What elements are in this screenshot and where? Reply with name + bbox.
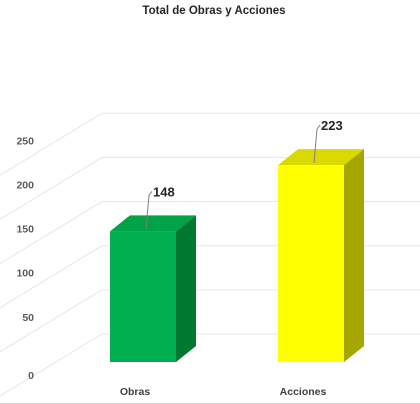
leader-line	[313, 124, 321, 164]
bar-top	[278, 149, 364, 166]
gridline	[0, 112, 420, 176]
y-tick-label: 0	[28, 370, 34, 382]
chart-title: Total de Obras y Acciones	[142, 5, 285, 17]
y-tick-label: 100	[16, 268, 34, 280]
y-tick-label: 200	[16, 179, 34, 191]
bar-front	[278, 165, 344, 362]
gridline	[0, 156, 420, 220]
data-label: 223	[321, 118, 343, 133]
bar-top	[110, 215, 196, 232]
y-tick-label: 50	[22, 312, 34, 324]
y-tick-label: 150	[16, 224, 34, 236]
category-label: Acciones	[280, 386, 327, 398]
bar-acciones	[278, 149, 364, 362]
y-tick-label: 250	[16, 135, 34, 147]
data-label: 148	[153, 184, 175, 199]
data-labels: 148 223	[145, 118, 343, 230]
bar-side	[176, 215, 196, 362]
gridline	[0, 201, 420, 264]
bars	[110, 149, 364, 362]
y-axis-ticks: 0 50 100 150 200 250	[16, 135, 34, 382]
bar-side	[344, 149, 364, 362]
bar-front	[110, 231, 176, 362]
bar-obras	[110, 215, 196, 362]
category-label: Obras	[120, 386, 151, 398]
leader-line	[145, 191, 153, 230]
x-axis-categories: Obras Acciones	[120, 386, 327, 398]
